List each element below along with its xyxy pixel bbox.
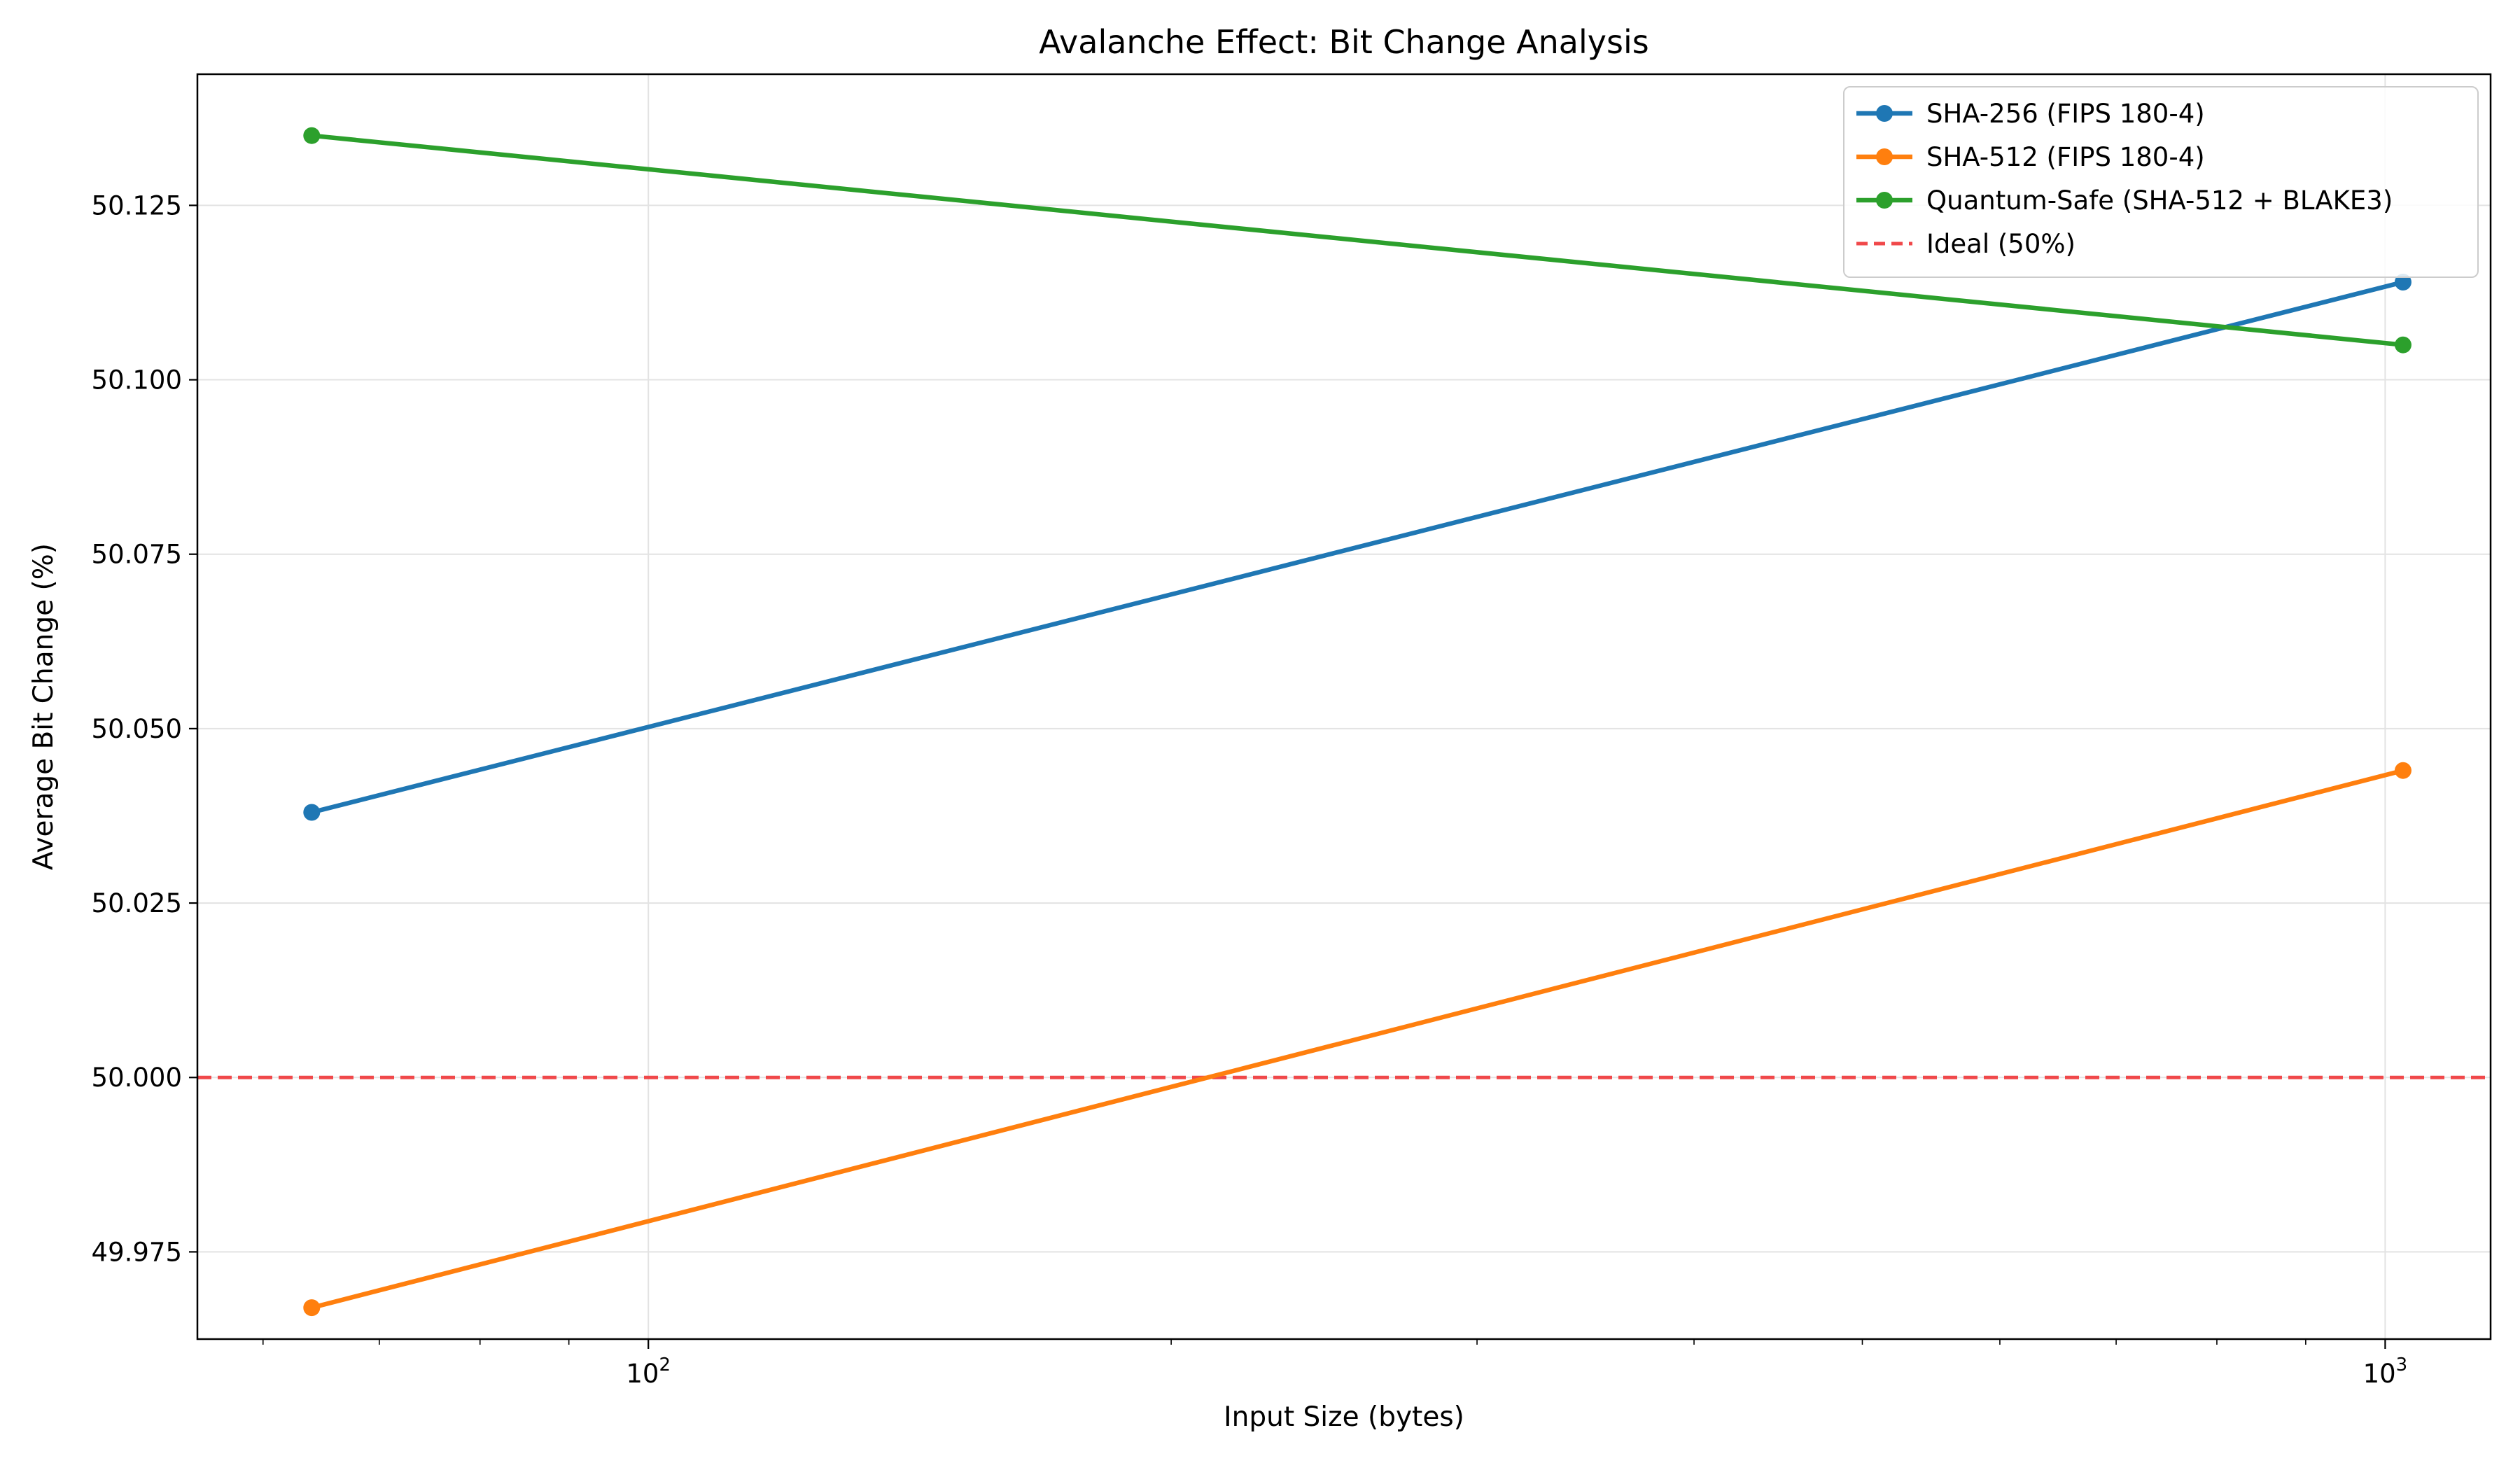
- y-tick-label: 50.025: [92, 888, 182, 918]
- series-3-point: [303, 127, 321, 144]
- series-line-1: [309, 279, 2406, 815]
- legend-box: [1843, 86, 2479, 278]
- y-tick-label: 50.125: [92, 190, 182, 220]
- legend-label: Ideal (50%): [1926, 229, 2076, 259]
- series-1-point: [303, 804, 321, 821]
- series-1-point: [2394, 274, 2412, 291]
- y-axis-label: Average Bit Change (%): [28, 543, 59, 870]
- legend-label: Quantum-Safe (SHA-512 + BLAKE3): [1926, 186, 2393, 216]
- series-line-2: [309, 768, 2406, 1310]
- legend-marker: [1876, 105, 1893, 122]
- plot-area: [197, 127, 2491, 1317]
- legend-label: SHA-512 (FIPS 180-4): [1926, 142, 2205, 172]
- series-2-point: [303, 1299, 321, 1317]
- x-axis-label: Input Size (bytes): [1224, 1401, 1464, 1433]
- series-3-point: [2394, 336, 2412, 354]
- legend: SHA-256 (FIPS 180-4) SHA-512 (FIPS 180-4)…: [1843, 86, 2479, 278]
- axes-frame: [196, 73, 2492, 1340]
- y-tick-label: 50.000: [92, 1063, 182, 1093]
- y-tick-label: 50.100: [92, 365, 182, 396]
- x-tick-label: 102: [626, 1354, 671, 1389]
- y-tick-label: 50.075: [92, 540, 182, 570]
- series-line-3: [309, 133, 2406, 347]
- legend-marker: [1876, 148, 1893, 165]
- y-tick-label: 50.050: [92, 714, 182, 744]
- chart-title: Avalanche Effect: Bit Change Analysis: [1039, 23, 1648, 61]
- axis-ticks: 49.975 50.000 50.025 50.050 50.075 50.100 50.1…: [92, 190, 2408, 1389]
- legend-label: SHA-256 (FIPS 180-4): [1926, 99, 2205, 129]
- y-tick-label: 49.975: [92, 1237, 182, 1267]
- series-2-point: [2394, 762, 2412, 779]
- legend-marker: [1876, 192, 1893, 209]
